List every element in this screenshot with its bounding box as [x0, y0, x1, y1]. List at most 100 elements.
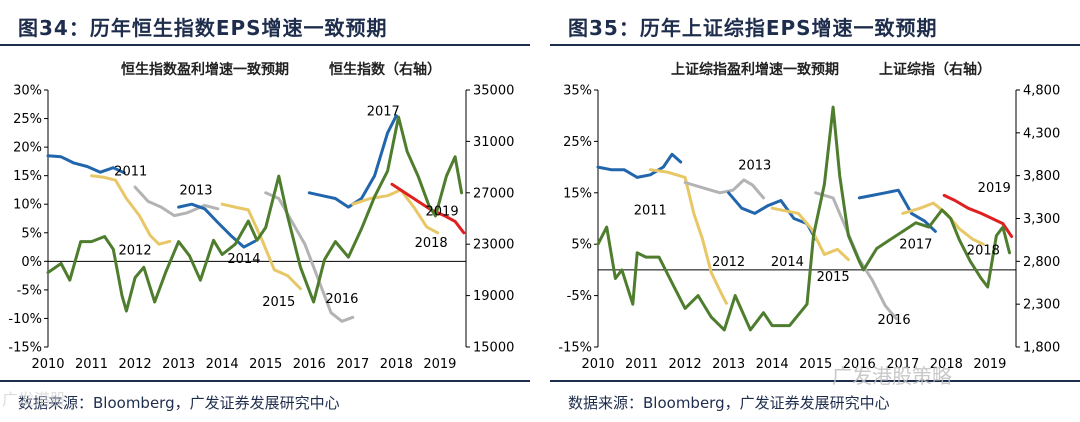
y-tick-label-right: 15000	[473, 341, 514, 356]
x-tick-label: 2017	[336, 357, 369, 370]
legend-right-series: 上证综指（右轴）	[879, 61, 991, 78]
y-tick-label-left: 0%	[21, 255, 42, 270]
y-tick-label-right: 4,800	[1023, 84, 1060, 99]
x-tick-label: 2016	[843, 357, 876, 370]
y-tick-label-left: 25%	[563, 135, 592, 150]
annotation-2015: 2015	[262, 295, 295, 310]
hang-seng-eps-chart: 恒生指数盈利增速一致预期 恒生指数（右轴） 30% 25% 20% 15% 10% 5% 0% -…	[8, 61, 514, 370]
series-line-2017	[857, 188, 937, 233]
annotation-2012: 2012	[712, 255, 745, 270]
x-tick-label: 2010	[31, 357, 64, 370]
x-tick-label: 2019	[423, 357, 456, 370]
y-tick-label-left: -15%	[558, 341, 592, 356]
legend-left-series: 上证综指盈利增速一致预期	[671, 61, 839, 78]
series-line-2013	[133, 185, 220, 218]
y-tick-label-left: 35%	[563, 84, 592, 99]
watermark: 广发港股策略	[832, 364, 952, 388]
y-tick-label-left: 30%	[13, 84, 42, 99]
y-tick-label-left: 25%	[13, 112, 42, 127]
x-tick-label: 2018	[930, 357, 963, 370]
x-tick-label: 2019	[973, 357, 1006, 370]
y-tick-label-right: 3,300	[1023, 212, 1060, 227]
title-rule	[550, 44, 1080, 46]
y-tick-label-left: -5%	[17, 283, 42, 298]
x-tick-label: 2016	[293, 357, 326, 370]
series-line-2011	[596, 152, 683, 179]
watermark-left: 广发港股	[2, 390, 67, 409]
y-tick-label-left: 5%	[571, 238, 592, 253]
legend-right-series: 恒生指数（右轴）	[329, 61, 441, 78]
panel-hang-seng: 图34：历年恒生指数EPS增速一致预期 恒生指数盈利增速一致预期 恒生指数（右轴）…	[0, 0, 530, 422]
x-tick-label: 2013	[162, 357, 195, 370]
y-tick-label-left: 5%	[21, 226, 42, 241]
y-tick-label-left: 20%	[13, 141, 42, 156]
source-rule	[550, 380, 1080, 382]
series-line-2012	[648, 168, 728, 305]
annotation-2018: 2018	[967, 243, 1000, 258]
x-tick-label: 2018	[380, 357, 413, 370]
y-tick-label-right: 1,800	[1023, 341, 1060, 356]
y-tick-label-right: 19000	[473, 289, 514, 304]
y-tick-label-left: -10%	[8, 312, 42, 327]
annotation-2018: 2018	[415, 236, 448, 251]
y-tick-label-right: 23000	[473, 238, 514, 253]
annotation-2019: 2019	[978, 181, 1011, 196]
x-tick-label: 2012	[669, 357, 702, 370]
series-line-2014	[177, 202, 257, 249]
annotation-2012: 2012	[119, 243, 152, 258]
y-tick-label-left: -15%	[8, 341, 42, 356]
annotation-2015: 2015	[817, 270, 850, 285]
x-tick-label: 2013	[712, 357, 745, 370]
x-tick-label: 2011	[75, 357, 108, 370]
series-line-2017	[307, 114, 398, 209]
series-line-上证综指（右轴）	[596, 105, 1011, 332]
series-line-2014	[727, 191, 818, 241]
panel-shanghai-composite: 图35：历年上证综指EPS增速一致预期 上证综指盈利增速一致预期 上证综指（右轴）…	[550, 0, 1080, 422]
data-source-note: 数据来源：Bloomberg，广发证券发展研究中心	[568, 394, 890, 412]
series-line-2015	[770, 206, 850, 262]
series-line-2011	[46, 154, 126, 175]
legend-left-series: 恒生指数盈利增速一致预期	[121, 61, 289, 78]
y-tick-label-right: 35000	[473, 84, 514, 99]
y-tick-label-left: 15%	[563, 186, 592, 201]
series-line-2012	[90, 174, 172, 246]
x-tick-label: 2012	[119, 357, 152, 370]
annotation-2013: 2013	[738, 159, 771, 174]
series-line-2015	[220, 202, 302, 291]
y-tick-label-right: 31000	[473, 135, 514, 150]
data-source-note: 数据来源：Bloomberg，广发证券发展研究中心	[18, 394, 340, 412]
source-rule	[0, 380, 530, 382]
annotation-2014: 2014	[227, 252, 260, 267]
x-tick-label: 2015	[799, 357, 832, 370]
x-tick-label: 2011	[625, 357, 658, 370]
annotation-2016: 2016	[325, 292, 358, 307]
annotation-2013: 2013	[179, 184, 212, 199]
x-tick-label: 2010	[581, 357, 614, 370]
y-tick-label-left: 15%	[13, 169, 42, 184]
series-line-恒生指数（右轴）	[46, 115, 464, 313]
y-tick-label-right: 27000	[473, 186, 514, 201]
chart-title: 图35：历年上证综指EPS增速一致预期	[568, 16, 938, 40]
annotation-2019: 2019	[426, 205, 459, 220]
annotation-2014: 2014	[771, 255, 804, 270]
series-line-2016	[264, 191, 355, 323]
annotation-2017: 2017	[367, 105, 400, 120]
annotation-2011: 2011	[634, 203, 667, 218]
x-tick-label: 2017	[886, 357, 919, 370]
shanghai-eps-chart: 上证综指盈利增速一致预期 上证综指（右轴） 35% 25% 15% 5% -5% -15% 4,…	[558, 61, 1060, 370]
x-tick-label: 2014	[206, 357, 239, 370]
chart-title: 图34：历年恒生指数EPS增速一致预期	[18, 16, 388, 40]
x-tick-label: 2014	[756, 357, 789, 370]
annotation-2016: 2016	[878, 313, 911, 328]
y-tick-label-right: 3,800	[1023, 169, 1060, 184]
title-rule	[0, 44, 530, 46]
x-tick-label: 2015	[249, 357, 282, 370]
y-tick-label-right: 2,300	[1023, 298, 1060, 313]
annotation-2017: 2017	[899, 237, 932, 252]
y-tick-label-left: -5%	[567, 289, 592, 304]
series-line-2019	[942, 193, 1014, 238]
series-line-2013	[683, 178, 765, 200]
y-tick-label-right: 4,300	[1023, 126, 1060, 141]
y-tick-label-left: 10%	[13, 198, 42, 213]
annotation-2011: 2011	[114, 165, 147, 180]
